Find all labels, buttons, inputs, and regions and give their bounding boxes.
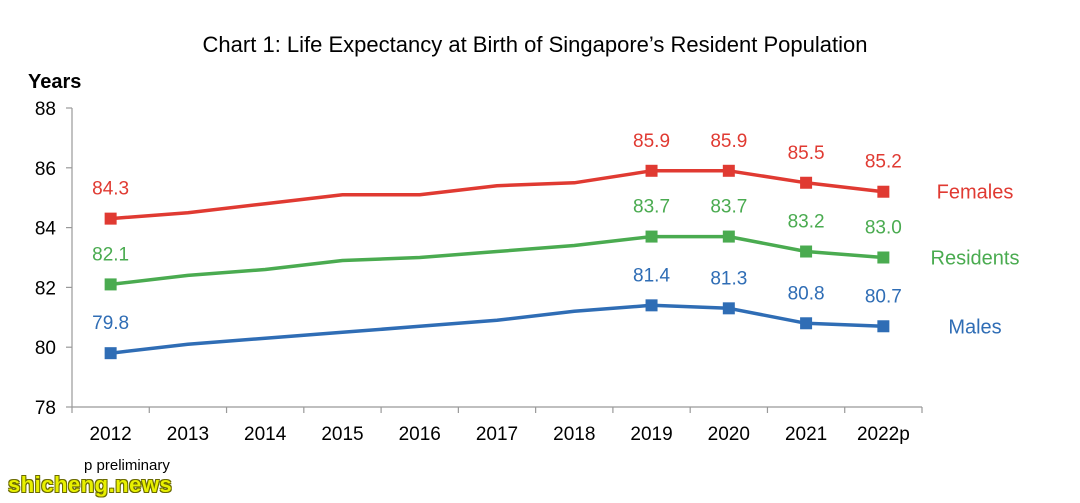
data-point-males	[104, 347, 117, 360]
data-point-females	[645, 164, 658, 177]
y-tick-label: 80	[35, 338, 56, 359]
watermark: shicheng.news	[8, 472, 173, 497]
series-name-females: Females	[937, 182, 1014, 204]
data-label-females: 84.3	[92, 179, 129, 200]
y-tick-label: 84	[35, 219, 57, 240]
data-point-males	[645, 299, 658, 312]
data-label-males: 81.4	[633, 265, 670, 286]
x-tick-label: 2020	[708, 424, 750, 445]
data-point-residents	[800, 245, 813, 258]
data-point-males	[722, 302, 735, 315]
data-point-males	[800, 317, 813, 330]
y-tick-label: 78	[35, 398, 56, 419]
data-point-females	[877, 185, 890, 198]
data-point-residents	[877, 251, 890, 264]
y-tick-label: 86	[35, 159, 56, 180]
data-point-residents	[645, 230, 658, 243]
series-line-females	[110, 169, 884, 221]
x-tick-label: 2019	[630, 424, 672, 445]
data-label-females: 85.9	[633, 131, 670, 152]
x-tick-label: 2022p	[857, 424, 910, 445]
x-tick-label: 2012	[89, 424, 131, 445]
data-label-males: 80.7	[865, 286, 902, 307]
x-tick-label: 2015	[321, 424, 363, 445]
series-names: Females Residents Males	[931, 182, 1020, 339]
series-line-males	[110, 303, 884, 355]
data-label-residents: 83.2	[788, 212, 825, 233]
data-labels: 84.3 85.9 85.9 85.5 85.2 82.1 83.7 83.7 83.2 83.0…	[92, 131, 902, 334]
series-name-residents: Residents	[931, 248, 1020, 270]
data-point-females	[800, 176, 813, 189]
y-tick-label: 82	[35, 278, 56, 299]
x-tick-label: 2017	[476, 424, 518, 445]
data-label-males: 81.3	[710, 268, 747, 289]
series-line-residents	[110, 234, 884, 287]
data-label-residents: 82.1	[92, 244, 129, 265]
y-axis-label: Years	[28, 71, 81, 93]
chart-title: Chart 1: Life Expectancy at Birth of Sin…	[203, 32, 868, 57]
data-label-residents: 83.7	[710, 197, 747, 218]
data-point-females	[104, 212, 117, 225]
x-tick-label: 2016	[399, 424, 441, 445]
data-label-females: 85.9	[710, 131, 747, 152]
data-label-males: 79.8	[92, 313, 129, 334]
footnote: p preliminary	[84, 457, 170, 474]
series-markers	[104, 164, 890, 360]
x-tick-label: 2018	[553, 424, 595, 445]
y-tick-label: 88	[35, 99, 56, 120]
data-label-residents: 83.0	[865, 218, 902, 239]
series-name-males: Males	[948, 316, 1001, 338]
data-label-females: 85.5	[788, 143, 825, 164]
data-point-males	[877, 320, 890, 333]
data-label-females: 85.2	[865, 152, 902, 173]
x-tick-label: 2014	[244, 424, 287, 445]
data-label-residents: 83.7	[633, 197, 670, 218]
data-point-females	[722, 164, 735, 177]
x-tick-label: 2021	[785, 424, 827, 445]
data-point-residents	[722, 230, 735, 243]
data-point-residents	[104, 278, 117, 291]
x-tick-label: 2013	[167, 424, 209, 445]
axes: 78 80 82 84 86 88 2012 2013 2014 2015 2016 2017 2018…	[35, 99, 923, 445]
data-label-males: 80.8	[788, 283, 825, 304]
series-lines	[110, 169, 884, 355]
